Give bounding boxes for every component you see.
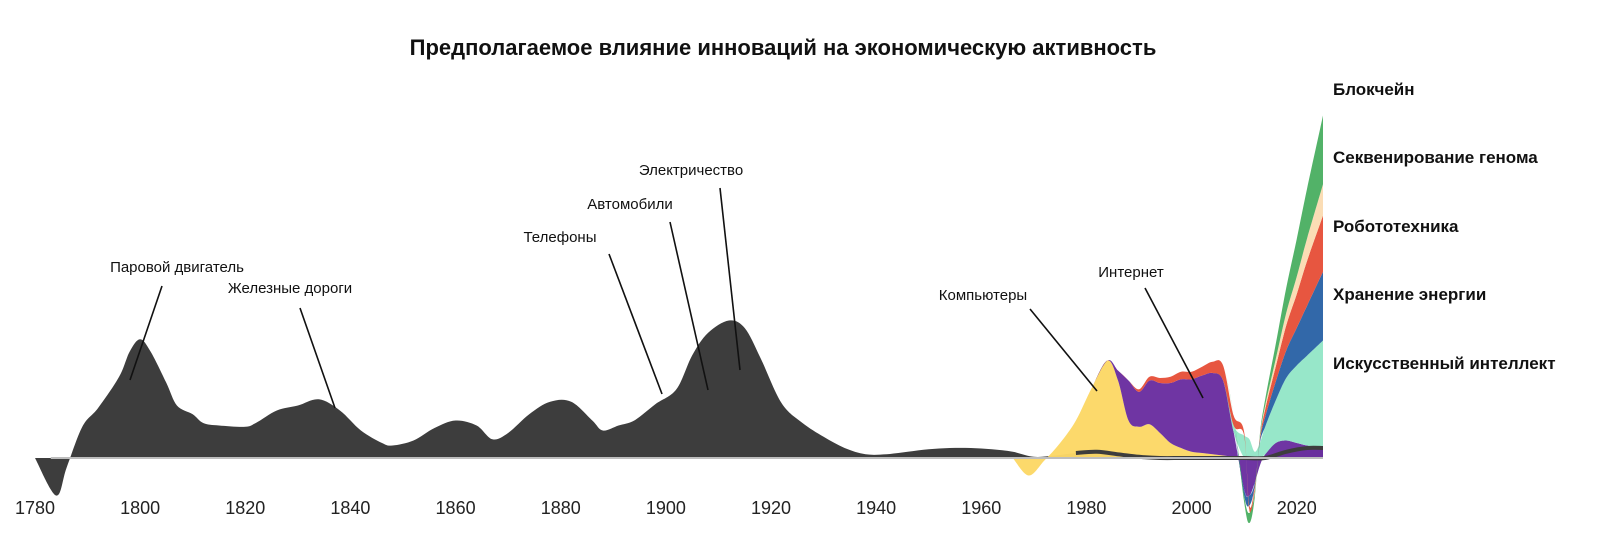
legend-item: Искусственный интеллект — [1333, 354, 1556, 373]
x-tick-label: 1860 — [436, 498, 476, 518]
annotation-label: Железные дороги — [228, 280, 352, 297]
x-tick-label: 1880 — [541, 498, 581, 518]
annotation-leader — [1029, 308, 1098, 392]
annotation-label: Интернет — [1098, 264, 1164, 281]
historical-area — [35, 320, 1323, 496]
x-tick-label: 2000 — [1172, 498, 1212, 518]
x-tick-label: 1920 — [751, 498, 791, 518]
annotation-leader — [1144, 287, 1204, 399]
robotics-area — [1012, 215, 1323, 514]
legend-item: Блокчейн — [1333, 80, 1415, 99]
x-tick-label: 1840 — [330, 498, 370, 518]
x-tick-label: 1900 — [646, 498, 686, 518]
x-tick-label: 1820 — [225, 498, 265, 518]
x-tick-label: 2020 — [1277, 498, 1317, 518]
annotation-leader — [129, 285, 163, 381]
x-tick-label: 1940 — [856, 498, 896, 518]
annotation-label: Телефоны — [523, 229, 596, 246]
annotations: Паровой двигатель Железные дороги Телефоны… — [110, 162, 1204, 409]
annotation-label: Электричество — [639, 162, 743, 179]
annotation-leader — [669, 221, 709, 391]
legend: Блокчейн Секвенирование генома Робототехни… — [1333, 80, 1556, 373]
annotation-label: Автомобили — [587, 196, 672, 213]
chart-title: Предполагаемое влияние инноваций на экон… — [410, 35, 1157, 60]
annotation-leader — [299, 307, 336, 409]
computers-area — [1012, 360, 1323, 476]
x-tick-label: 1960 — [961, 498, 1001, 518]
blockchain-area — [1012, 115, 1323, 524]
annotation-label: Компьютеры — [939, 287, 1027, 304]
legend-item: Секвенирование генома — [1333, 148, 1538, 167]
x-tick-label: 1980 — [1066, 498, 1106, 518]
x-tick-label: 1780 — [15, 498, 55, 518]
legend-item: Хранение энергии — [1333, 285, 1486, 304]
annotation-leader — [608, 253, 663, 395]
x-axis-ticks: 1780 1800 1820 1840 1860 1880 1900 1920 1940 1960… — [15, 498, 1317, 518]
annotation-leader — [719, 187, 741, 371]
annotation-label: Паровой двигатель — [110, 259, 244, 276]
legend-item: Робототехника — [1333, 217, 1459, 236]
internet-area — [1012, 359, 1323, 497]
x-tick-label: 1800 — [120, 498, 160, 518]
